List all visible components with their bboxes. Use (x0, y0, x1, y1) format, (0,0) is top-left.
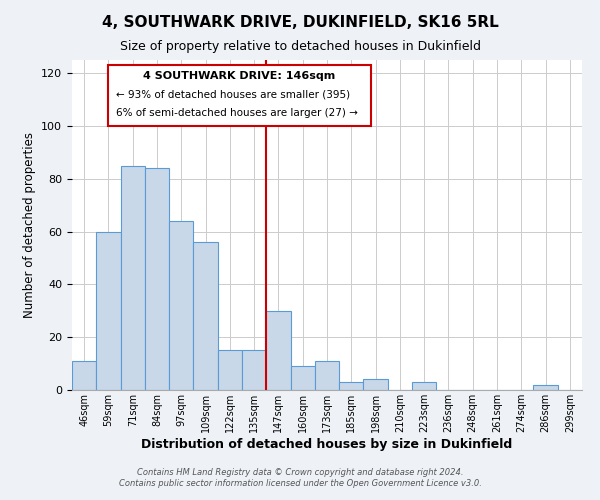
Bar (315, 361, 339, 390)
Bar (145, 168, 169, 390)
FancyBboxPatch shape (109, 66, 371, 126)
Bar (290, 366, 315, 390)
Bar (72, 361, 96, 390)
Bar (533, 384, 558, 390)
Text: Contains HM Land Registry data © Crown copyright and database right 2024.
Contai: Contains HM Land Registry data © Crown c… (119, 468, 481, 487)
Y-axis label: Number of detached properties: Number of detached properties (23, 132, 35, 318)
X-axis label: Distribution of detached houses by size in Dukinfield: Distribution of detached houses by size … (142, 438, 512, 450)
Text: Size of property relative to detached houses in Dukinfield: Size of property relative to detached ho… (119, 40, 481, 53)
Bar (193, 242, 218, 390)
Bar (266, 311, 290, 390)
Bar (169, 221, 193, 390)
Text: 4, SOUTHWARK DRIVE, DUKINFIELD, SK16 5RL: 4, SOUTHWARK DRIVE, DUKINFIELD, SK16 5RL (101, 15, 499, 30)
Bar (96, 232, 121, 390)
Text: 4 SOUTHWARK DRIVE: 146sqm: 4 SOUTHWARK DRIVE: 146sqm (143, 70, 335, 81)
Text: ← 93% of detached houses are smaller (395): ← 93% of detached houses are smaller (39… (116, 89, 350, 99)
Bar (412, 382, 436, 390)
Bar (218, 350, 242, 390)
Bar (364, 380, 388, 390)
Bar (121, 166, 145, 390)
Bar (339, 382, 364, 390)
Text: 6% of semi-detached houses are larger (27) →: 6% of semi-detached houses are larger (2… (116, 108, 358, 118)
Bar (242, 350, 266, 390)
